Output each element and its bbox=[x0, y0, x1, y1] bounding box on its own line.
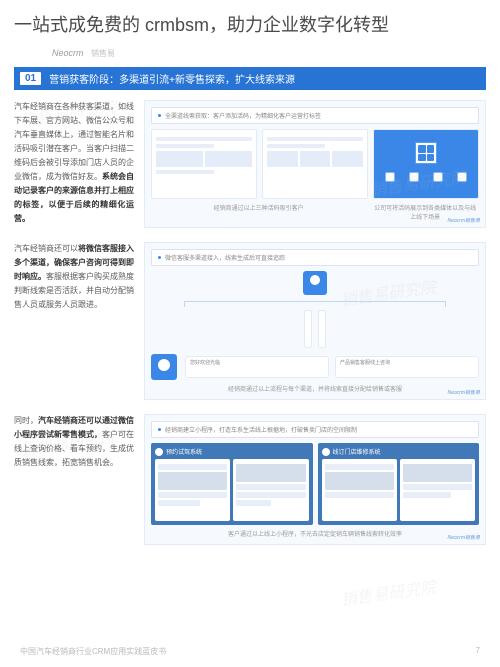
block3-text: 同时，汽车经销商还可以通过微信小程序尝试新零售模式，客户可在线上查询价格、看车预… bbox=[14, 414, 134, 545]
watermark: 销售易研究院 bbox=[339, 573, 437, 610]
screen-mock bbox=[233, 459, 308, 521]
block2-pre: 汽车经销商还可以 bbox=[14, 244, 78, 253]
flow-panel-left bbox=[304, 310, 312, 348]
block3-graphic: 经销商建立小程序，打造车系生活线上根据地，打破售卖门店的空间限制 预约试驾系统 … bbox=[144, 414, 486, 545]
speech-bubble-2: 产品销售客服线上咨询 bbox=[335, 356, 479, 378]
brand-tag: Neocrm销售易 bbox=[447, 217, 480, 224]
page-title: 一站式成免费的 crmbsm，助力企业数字化转型 bbox=[0, 0, 500, 43]
section-number: 01 bbox=[20, 72, 41, 85]
block2-subheader: 微信客服多渠道接入，线索生成后可直接追踪 bbox=[151, 249, 479, 266]
panel-qr bbox=[373, 129, 479, 199]
brand-tag: Neocrm销售易 bbox=[447, 389, 480, 396]
block3-subheader: 经销商建立小程序，打造车系生活线上根据地，打破售卖门店的空间限制 bbox=[151, 421, 479, 438]
block2-caption: 经销商通过以上流程与每个渠道，并将线索直接分配给销售或客服 bbox=[151, 384, 479, 393]
flow-diagram: 您好欢迎光临 产品销售客服线上咨询 bbox=[151, 271, 479, 380]
flow-panel-right bbox=[318, 310, 326, 348]
qr-icon bbox=[415, 142, 437, 164]
dot-icon bbox=[433, 172, 443, 182]
avatar-icon bbox=[303, 271, 327, 295]
speech-bubble-1: 您好欢迎光临 bbox=[185, 356, 329, 378]
panel-card2 bbox=[262, 129, 368, 199]
dot-icon bbox=[385, 172, 395, 182]
page-footer: 中国汽车经销商行业CRM应用实践蓝皮书 7 bbox=[0, 646, 500, 657]
panel1-title: 预约试驾系统 bbox=[155, 447, 309, 456]
section-title: 营销获客阶段：多渠道引流+新零售探索，扩大线索来源 bbox=[49, 71, 295, 86]
screen-mock bbox=[400, 459, 475, 521]
block3-pre: 同时， bbox=[14, 416, 38, 425]
block1-text-pre: 汽车经销商在各种获客渠道，如线下车展、官方网站、微信公众号和汽车垂直媒体上，通过… bbox=[14, 102, 134, 181]
block2-text: 汽车经销商还可以将微信客服接入多个渠道，确保客户咨询可得到即时响应。客服根据客户… bbox=[14, 242, 134, 400]
block1-caption-left: 经销商通过以上三种活码吸引客户 bbox=[151, 203, 366, 221]
footer-text: 中国汽车经销商行业CRM应用实践蓝皮书 bbox=[20, 646, 166, 657]
section-header: 01 营销获客阶段：多渠道引流+新零售探索，扩大线索来源 bbox=[14, 67, 486, 90]
brand-name: Neocrm bbox=[52, 48, 84, 58]
panel2-title: 线订门店维修系统 bbox=[322, 447, 476, 456]
block3-panels: 预约试驾系统 线订门店维修系统 bbox=[151, 443, 479, 525]
content-area: 01 营销获客阶段：多渠道引流+新零售探索，扩大线索来源 汽车经销商在各种获客渠… bbox=[0, 67, 500, 545]
screen-mock bbox=[155, 459, 230, 521]
miniprogram-panel-1: 预约试驾系统 bbox=[151, 443, 313, 525]
screen-mock bbox=[322, 459, 397, 521]
block1-graphic: 全渠道线索获取：客户添加活码，为精细化客户运营打标签 经销商通过以上三种活码吸引… bbox=[144, 100, 486, 228]
block1-panels bbox=[151, 129, 479, 199]
brand-sub: 销售易 bbox=[91, 49, 115, 58]
block-1: 汽车经销商在各种获客渠道，如线下车展、官方网站、微信公众号和汽车垂直媒体上，通过… bbox=[14, 100, 486, 228]
block-3: 同时，汽车经销商还可以通过微信小程序尝试新零售模式，客户可在线上查询价格、看车预… bbox=[14, 414, 486, 545]
dot-icon bbox=[409, 172, 419, 182]
panel-card1 bbox=[151, 129, 257, 199]
block3-caption: 客户通过以上线上小程序，不光去店定促销车辆销售线索转化效率 bbox=[151, 529, 479, 538]
brand-tag: Neocrm销售易 bbox=[447, 534, 480, 541]
block1-text: 汽车经销商在各种获客渠道，如线下车展、官方网站、微信公众号和汽车垂直媒体上，通过… bbox=[14, 100, 134, 228]
brand-line: Neocrm 销售易 bbox=[0, 43, 500, 67]
block2-graphic: 微信客服多渠道接入，线索生成后可直接追踪 您好欢迎光临 产品销售客服线上咨询 经… bbox=[144, 242, 486, 400]
dot-icon bbox=[457, 172, 467, 182]
block1-subheader: 全渠道线索获取：客户添加活码，为精细化客户运营打标签 bbox=[151, 107, 479, 124]
page-number: 7 bbox=[476, 646, 480, 657]
miniprogram-panel-2: 线订门店维修系统 bbox=[318, 443, 480, 525]
block-2: 汽车经销商还可以将微信客服接入多个渠道，确保客户咨询可得到即时响应。客服根据客户… bbox=[14, 242, 486, 400]
agent-icon bbox=[151, 354, 177, 380]
